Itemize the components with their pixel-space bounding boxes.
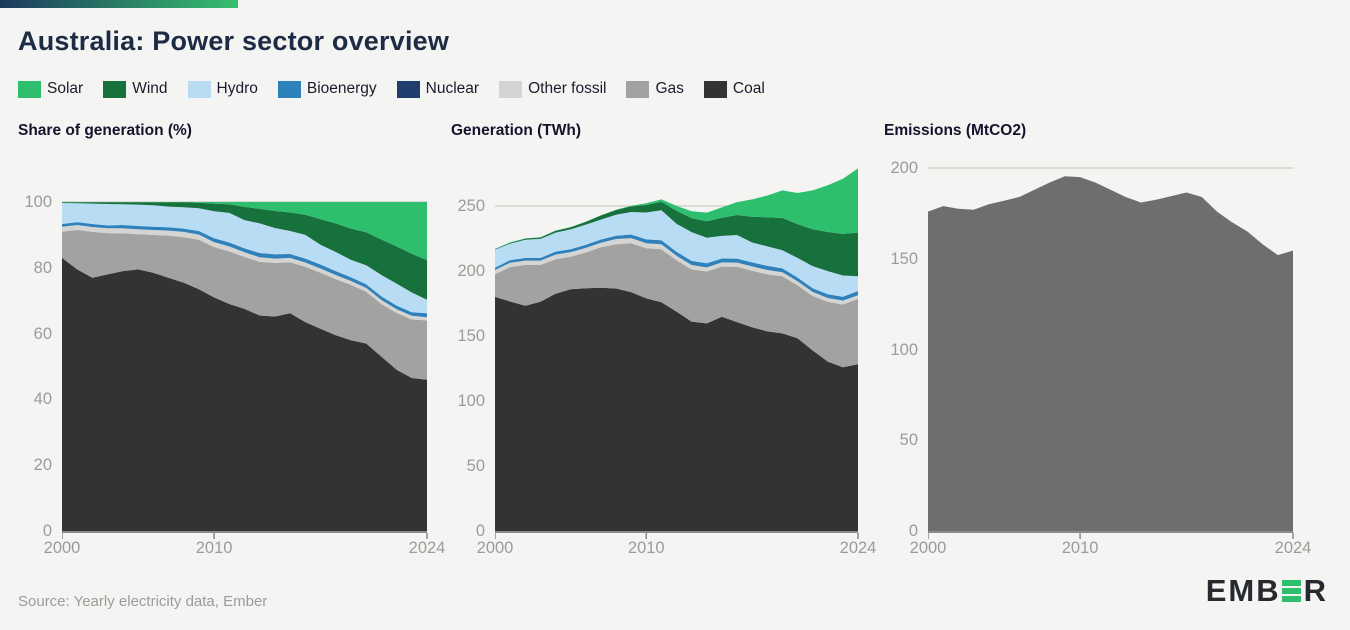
y-axis-label: 50 [899,431,918,450]
x-axis-label: 2000 [476,539,514,557]
legend-item-nuclear: Nuclear [396,80,480,98]
legend-swatch [277,80,301,98]
y-axis-label: 20 [33,456,52,475]
y-axis-label: 100 [24,193,52,211]
legend-label: Other fossil [528,80,607,97]
x-axis-label: 2024 [408,539,446,557]
y-axis-label: 40 [33,390,52,409]
y-axis-label: 0 [475,522,485,540]
x-axis-label: 2000 [43,539,81,557]
legend-label: Wind [132,80,168,97]
legend-swatch [18,80,41,98]
x-axis-label: 2000 [909,539,947,557]
legend-item-solar: Solar [18,80,83,98]
y-axis-label: 50 [466,457,485,475]
y-axis-label: 200 [457,262,485,280]
legend-item-other-fossil: Other fossil [499,80,606,98]
legend-item-wind: Wind [103,80,168,98]
y-axis-label: 0 [42,522,52,540]
y-axis-label: 200 [890,159,918,177]
legend-swatch [396,80,420,98]
legend-item-bioenergy: Bioenergy [277,80,377,98]
legend-swatch [626,80,650,98]
legend-swatch [499,80,523,98]
y-axis-label: 0 [908,522,918,540]
x-axis-label: 2010 [195,539,233,557]
legend-item-gas: Gas [626,80,684,98]
y-axis-label: 60 [33,324,52,343]
top-gradient-bar [0,0,238,8]
y-axis-label: 150 [457,327,485,345]
legend: Solar Wind Hydro Bioenergy Nuclear Other foss… [18,80,765,98]
share-of-generation-chart [62,201,428,539]
ember-logo: EMB R [1205,573,1328,608]
legend-swatch [187,80,211,98]
x-axis-label: 2010 [1061,539,1099,557]
legend-label: Solar [47,80,84,97]
logo-e-bar [1281,596,1301,602]
x-axis-label: 2024 [1274,539,1312,557]
logo-green-e [1281,580,1301,602]
page-title: Australia: Power sector overview [18,26,450,56]
generation-chart [495,168,859,539]
logo-text-emb: EMB [1205,573,1281,608]
y-axis-label: 150 [890,249,918,268]
legend-swatch [703,80,727,98]
y-axis-label: 100 [457,392,485,410]
y-axis-label: 80 [33,258,52,277]
legend-label: Bioenergy [306,80,377,97]
legend-item-coal: Coal [703,80,765,98]
logo-e-bar [1281,580,1301,586]
legend-label: Hydro [216,80,258,97]
x-axis-label: 2010 [627,539,665,557]
emissions-chart [928,167,1294,539]
y-axis-label: 250 [457,197,485,215]
legend-label: Coal [732,80,765,97]
chart-title-generation: Generation (TWh) [451,122,582,139]
x-axis-label: 2024 [839,539,877,557]
y-axis-label: 100 [890,340,918,359]
chart-title-emissions: Emissions (MtCO2) [884,122,1027,139]
chart-title-share-of-generation: Share of generation (%) [18,122,192,139]
legend-item-hydro: Hydro [187,80,258,98]
logo-text-r: R [1303,573,1328,608]
logo-e-bar [1281,588,1301,594]
legend-swatch [103,80,127,98]
legend-label: Nuclear [425,80,480,97]
source-text: Source: Yearly electricity data, Ember [18,593,268,610]
legend-label: Gas [655,80,684,97]
